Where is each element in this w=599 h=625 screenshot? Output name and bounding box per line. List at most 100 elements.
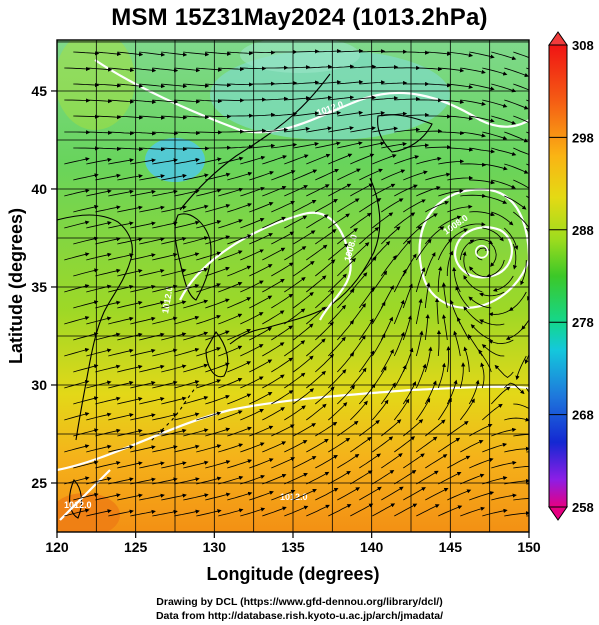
streamline (218, 187, 244, 197)
streamline (416, 470, 439, 485)
streamline (161, 173, 187, 181)
streamline (183, 51, 210, 57)
streamline (359, 141, 385, 149)
streamline (381, 80, 408, 86)
streamline (240, 128, 267, 133)
streamline (95, 51, 122, 57)
streamline (95, 173, 121, 181)
streamline (196, 251, 222, 261)
streamline (416, 98, 443, 103)
streamline (328, 437, 351, 453)
streamline (535, 372, 543, 394)
streamline (95, 364, 121, 373)
streamline (437, 397, 452, 421)
streamline (306, 338, 326, 357)
streamline (95, 461, 121, 469)
streamline (293, 355, 314, 373)
streamline (86, 189, 112, 197)
streamline (205, 114, 232, 119)
streamline (117, 237, 143, 245)
streamline (526, 419, 529, 422)
streamline (152, 221, 178, 229)
y-tick-label: 40 (31, 181, 47, 197)
streamline (196, 411, 222, 421)
streamline (218, 219, 244, 229)
colorbar-top-triangle (548, 31, 568, 46)
streamline (271, 325, 293, 341)
streamline (460, 99, 486, 106)
streamline (359, 486, 382, 501)
streamline (130, 99, 157, 105)
streamline (425, 488, 449, 501)
streamline (227, 329, 252, 341)
streamline (117, 51, 144, 57)
streamline (359, 49, 386, 54)
streamline (152, 158, 178, 165)
streamline (455, 285, 470, 309)
streamline (469, 491, 495, 501)
x-tick-label: 140 (360, 539, 384, 555)
streamline (293, 142, 319, 149)
streamline (488, 339, 514, 345)
streamline (446, 345, 451, 373)
streamline (95, 83, 122, 88)
streamline (381, 111, 408, 117)
streamline (95, 268, 121, 277)
streamline (183, 493, 209, 501)
streamline (315, 141, 341, 149)
streamline (491, 493, 517, 501)
gridlines (57, 40, 529, 532)
kyushu-coast (205, 331, 229, 378)
streamline (425, 83, 452, 88)
streamline (359, 111, 386, 117)
streamline (64, 412, 90, 421)
streamline (328, 504, 352, 517)
streamline (393, 398, 410, 421)
streamline (503, 227, 519, 251)
streamline (315, 48, 342, 54)
streamline (108, 316, 134, 325)
streamline (424, 252, 436, 277)
streamline (460, 440, 484, 453)
streamline (469, 115, 495, 123)
streamline (438, 188, 464, 197)
colorbar: 308 298 288 278 268 258 (548, 31, 594, 521)
streamline (218, 67, 245, 72)
streamline (271, 489, 296, 501)
streamline (108, 158, 134, 165)
streamline (306, 370, 326, 389)
streamline (394, 212, 416, 229)
streamline (394, 436, 416, 453)
streamline (262, 342, 285, 357)
streamline (306, 275, 327, 293)
x-tick-label: 150 (517, 539, 541, 555)
streamline (227, 361, 252, 373)
streamline (139, 147, 166, 152)
streamline (425, 419, 446, 437)
streamline (425, 454, 448, 469)
low-center-ring (474, 244, 489, 259)
streamline (284, 440, 308, 453)
streamline (526, 451, 529, 453)
streamline (315, 259, 336, 277)
streamline (447, 204, 473, 213)
streamline (271, 390, 294, 405)
honshu-coast (229, 177, 381, 345)
streamline (183, 173, 209, 181)
streamline (227, 234, 252, 245)
streamline (139, 268, 165, 277)
y-tick-label: 30 (31, 377, 47, 393)
streamline (227, 171, 253, 181)
streamline (152, 316, 178, 325)
streamline (508, 291, 527, 312)
streamline (358, 350, 375, 373)
streamline (196, 379, 222, 389)
streamline (490, 243, 497, 267)
streamline (459, 239, 475, 261)
streamline (350, 212, 372, 229)
colorbar-tick-label: 278 (572, 315, 594, 330)
streamline (152, 189, 178, 197)
streamline (425, 51, 452, 56)
streamline (196, 314, 221, 325)
streamline (425, 172, 451, 181)
